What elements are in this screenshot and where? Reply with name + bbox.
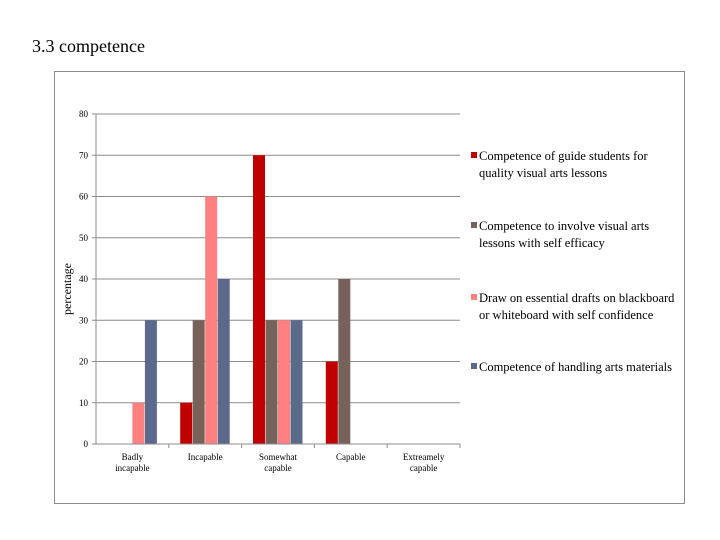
y-tick-label: 60 xyxy=(79,192,89,202)
axis-labels: 0 10 20 30 40 50 60 70 80 Badly incapable Incapable… xyxy=(60,109,445,473)
y-axis-title: percentage xyxy=(60,263,74,315)
x-tick-label: Extreamely capable xyxy=(403,452,445,473)
x-tick-label: Somewhat capable xyxy=(259,452,297,473)
slide-title: 3.3 competence xyxy=(32,36,145,56)
x-tick-label: Capable xyxy=(336,452,366,462)
bar-series-2-3 xyxy=(338,279,351,444)
y-tick-label: 10 xyxy=(79,398,89,408)
y-tick-label: 0 xyxy=(84,439,89,449)
bar-series-1-1 xyxy=(180,402,193,444)
legend-swatch xyxy=(471,152,477,158)
y-tick-label: 70 xyxy=(79,150,89,160)
legend-swatch xyxy=(471,363,477,369)
bars xyxy=(132,155,351,444)
y-tick-label: 20 xyxy=(79,357,89,367)
bar-series-4-1 xyxy=(217,279,230,444)
legend-swatch xyxy=(471,222,477,228)
x-tick-label: Badly incapable xyxy=(115,452,149,473)
legend-label: Competence of handling arts materials xyxy=(479,360,672,374)
y-tick-label: 40 xyxy=(79,274,89,284)
bar-series-1-2 xyxy=(253,155,265,444)
legend-swatch xyxy=(471,294,477,300)
y-tick-label: 30 xyxy=(79,315,89,325)
bar-series-3-1 xyxy=(205,196,218,444)
chart-frame xyxy=(54,71,685,504)
y-tick-label: 80 xyxy=(79,109,89,119)
bar-series-3-0 xyxy=(132,402,145,444)
legend-label: Competence to involve visual arts lesson… xyxy=(479,219,650,250)
axes xyxy=(92,113,461,448)
bar-series-3-2 xyxy=(278,320,290,444)
bar-series-2-2 xyxy=(265,320,278,444)
bar-series-2-1 xyxy=(192,320,205,444)
legend-label: Draw on essential drafts on blackboard o… xyxy=(479,291,675,322)
legend-label: Competence of guide students for quality… xyxy=(479,149,648,180)
bar-series-4-0 xyxy=(144,320,157,444)
bar-series-4-2 xyxy=(290,320,303,444)
y-tick-label: 50 xyxy=(79,233,89,243)
bar-series-1-3 xyxy=(325,361,338,444)
x-tick-label: Incapable xyxy=(188,452,223,462)
